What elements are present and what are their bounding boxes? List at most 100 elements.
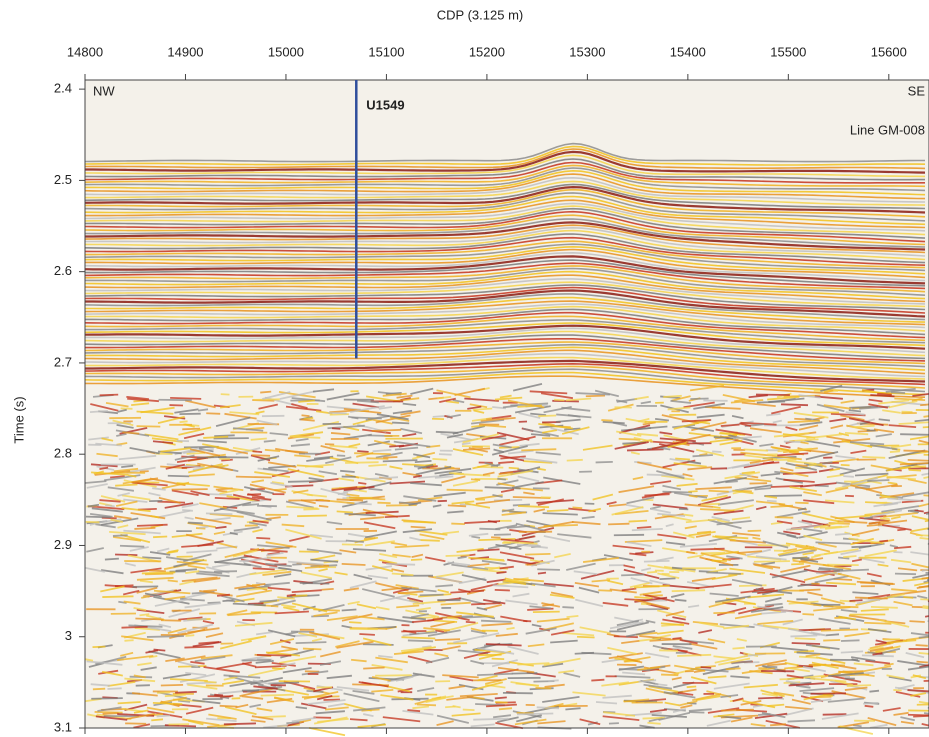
reflector — [84, 202, 926, 232]
reflector-fragment — [916, 703, 929, 706]
reflector-fragment — [640, 400, 652, 405]
reflector-fragment — [639, 635, 671, 640]
reflector-fragment — [343, 485, 375, 492]
reflector-fragment — [700, 502, 720, 506]
reflector-fragment — [790, 674, 826, 680]
reflector-fragment — [910, 551, 929, 556]
reflector-fragment — [403, 520, 434, 524]
reflector-fragment — [250, 437, 267, 441]
reflector-fragment — [868, 519, 891, 525]
reflector-fragment — [761, 692, 778, 697]
reflector-fragment — [107, 681, 136, 687]
reflector-fragment — [629, 582, 650, 589]
reflector-fragment — [326, 521, 343, 525]
reflector-fragment — [511, 672, 538, 675]
reflector-fragment — [922, 605, 929, 608]
reflector-fragment — [869, 689, 880, 693]
reflector-fragment — [774, 516, 794, 519]
reflector-fragment — [279, 390, 316, 400]
reflector-fragment — [848, 417, 884, 427]
reflector-fragment — [549, 593, 575, 599]
reflector-fragment — [273, 573, 292, 578]
reflector-fragment — [306, 548, 342, 555]
reflector-fragment — [197, 462, 234, 472]
reflector-fragment — [294, 454, 311, 458]
reflector-fragment — [923, 511, 929, 515]
reflector-fragment — [267, 629, 296, 638]
reflector-fragment — [95, 715, 128, 721]
reflector-fragment — [188, 448, 214, 453]
reflector-fragment — [791, 698, 811, 705]
reflector-fragment — [516, 543, 548, 549]
reflector-fragment — [160, 447, 191, 453]
reflector-fragment — [753, 563, 781, 569]
reflector-fragment — [662, 490, 693, 494]
reflector-fragment — [659, 437, 696, 443]
reflector-fragment — [672, 645, 693, 650]
reflector-fragment — [492, 584, 529, 589]
reflector-fragment — [151, 718, 164, 722]
reflector-fragment — [267, 586, 291, 591]
reflector-fragment — [907, 478, 927, 484]
reflector-fragment — [393, 440, 431, 448]
reflector-fragment — [164, 693, 186, 698]
reflector-fragment — [685, 518, 723, 524]
reflector-fragment — [311, 638, 322, 642]
reflector-fragment — [105, 504, 115, 508]
reflector-fragment — [574, 581, 600, 588]
reflector-fragment — [838, 670, 853, 675]
reflector-fragment — [229, 531, 238, 536]
reflector-fragment — [471, 535, 481, 539]
reflector-fragment — [471, 424, 486, 428]
reflector-fragment — [324, 706, 349, 711]
reflector-fragment — [425, 556, 446, 563]
reflector-fragment — [888, 424, 917, 428]
reflector-fragment — [889, 544, 899, 548]
reflector-fragment — [708, 597, 746, 608]
reflector-fragment — [712, 450, 722, 453]
reflector-fragment — [833, 438, 871, 444]
reflector — [84, 324, 926, 350]
reflector-fragment — [378, 406, 393, 410]
reflector-fragment — [680, 704, 693, 709]
reflector-fragment — [214, 496, 240, 500]
reflector-fragment — [492, 493, 503, 498]
reflector-fragment — [500, 538, 534, 544]
reflector-fragment — [536, 706, 560, 710]
reflector-fragment — [357, 450, 369, 453]
reflector-fragment — [503, 579, 527, 586]
reflector-fragment — [893, 689, 902, 692]
reflector-fragment — [417, 464, 434, 470]
reflector — [84, 233, 926, 264]
reflector-fragment — [303, 417, 314, 420]
reflector-fragment — [310, 558, 339, 563]
reflector-fragment — [786, 534, 799, 539]
reflector-fragment — [439, 397, 456, 404]
reflector-fragment — [838, 615, 857, 621]
reflector-fragment — [572, 691, 606, 697]
reflector-fragment — [469, 403, 488, 409]
reflector-fragment — [511, 481, 544, 489]
reflector-fragment — [341, 608, 357, 612]
reflector-fragment — [257, 544, 290, 549]
reflector-fragment — [859, 516, 889, 522]
reflector-fragment — [914, 418, 929, 423]
reflector-fragment — [286, 505, 318, 510]
reflector-fragment — [193, 577, 221, 583]
reflector-fragment — [319, 660, 342, 666]
reflector-fragment — [785, 397, 796, 402]
reflector-fragment — [99, 393, 119, 397]
reflector-fragment — [785, 542, 809, 548]
reflector-fragment — [731, 660, 753, 665]
reflector-fragment — [817, 568, 831, 571]
reflector-fragment — [338, 477, 355, 482]
reflector-fragment — [91, 471, 129, 476]
reflector-fragment — [249, 483, 286, 494]
reflector-fragment — [374, 472, 389, 478]
reflector-fragment — [197, 439, 227, 444]
reflector-fragment — [840, 414, 865, 421]
reflector — [84, 218, 926, 248]
reflector-fragment — [595, 461, 613, 464]
reflector-fragment — [412, 672, 435, 678]
reflector-fragment — [313, 611, 338, 617]
